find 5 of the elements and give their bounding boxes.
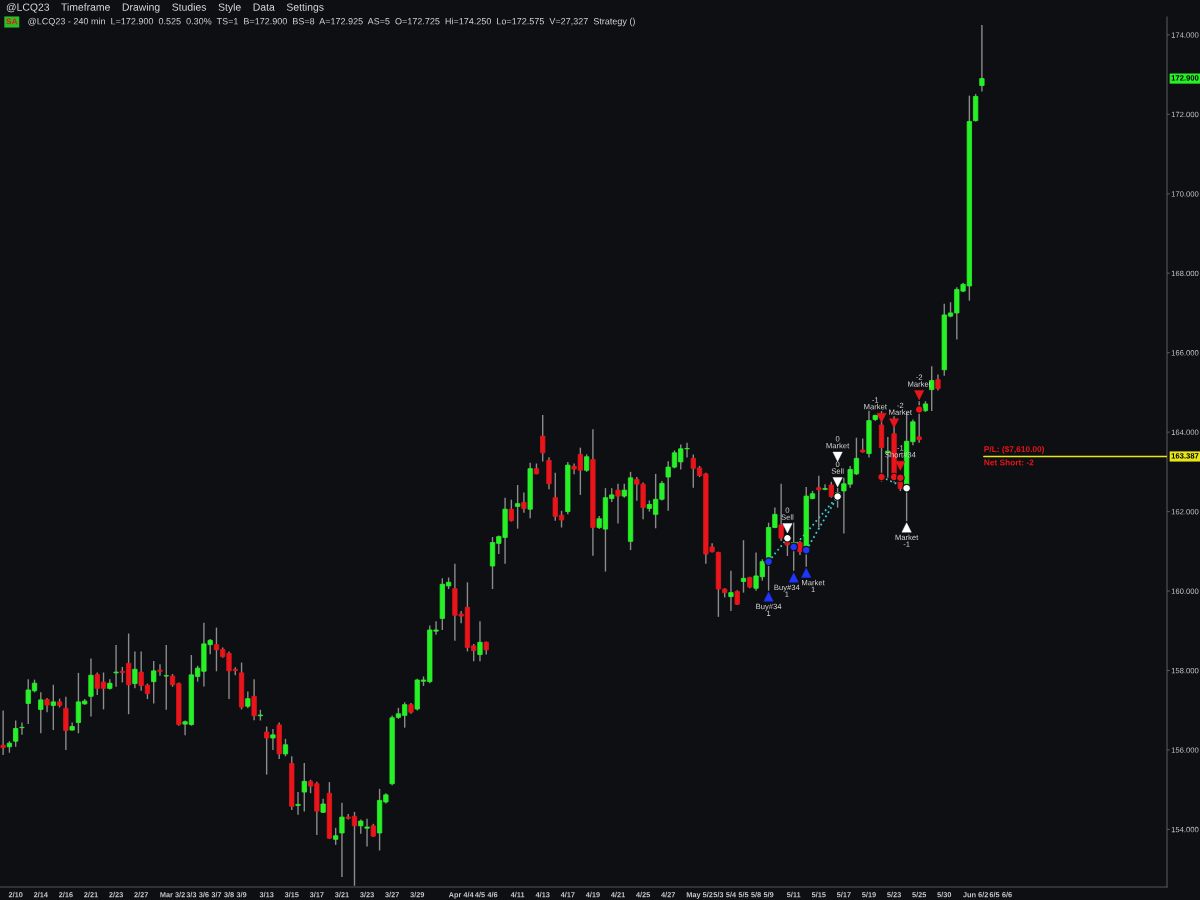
annotation: P/L: ($7,610.00) bbox=[984, 445, 1045, 454]
annotation: Net Short: -2 bbox=[984, 459, 1034, 466]
chart-subtitle: @LCQ23 - 240 min L=172.900 0.525 0.30% TS=1 B=172.900 BS=8 A=172.925 AS=5 O=172.725 Hi=174.250 Lo=172.575 V=27,327 Strategy () bbox=[28, 17, 635, 27]
chart-title: @LCQ23 Timeframe Drawing Studies Style Data Settings bbox=[6, 3, 324, 13]
annotation: SA bbox=[6, 18, 18, 25]
